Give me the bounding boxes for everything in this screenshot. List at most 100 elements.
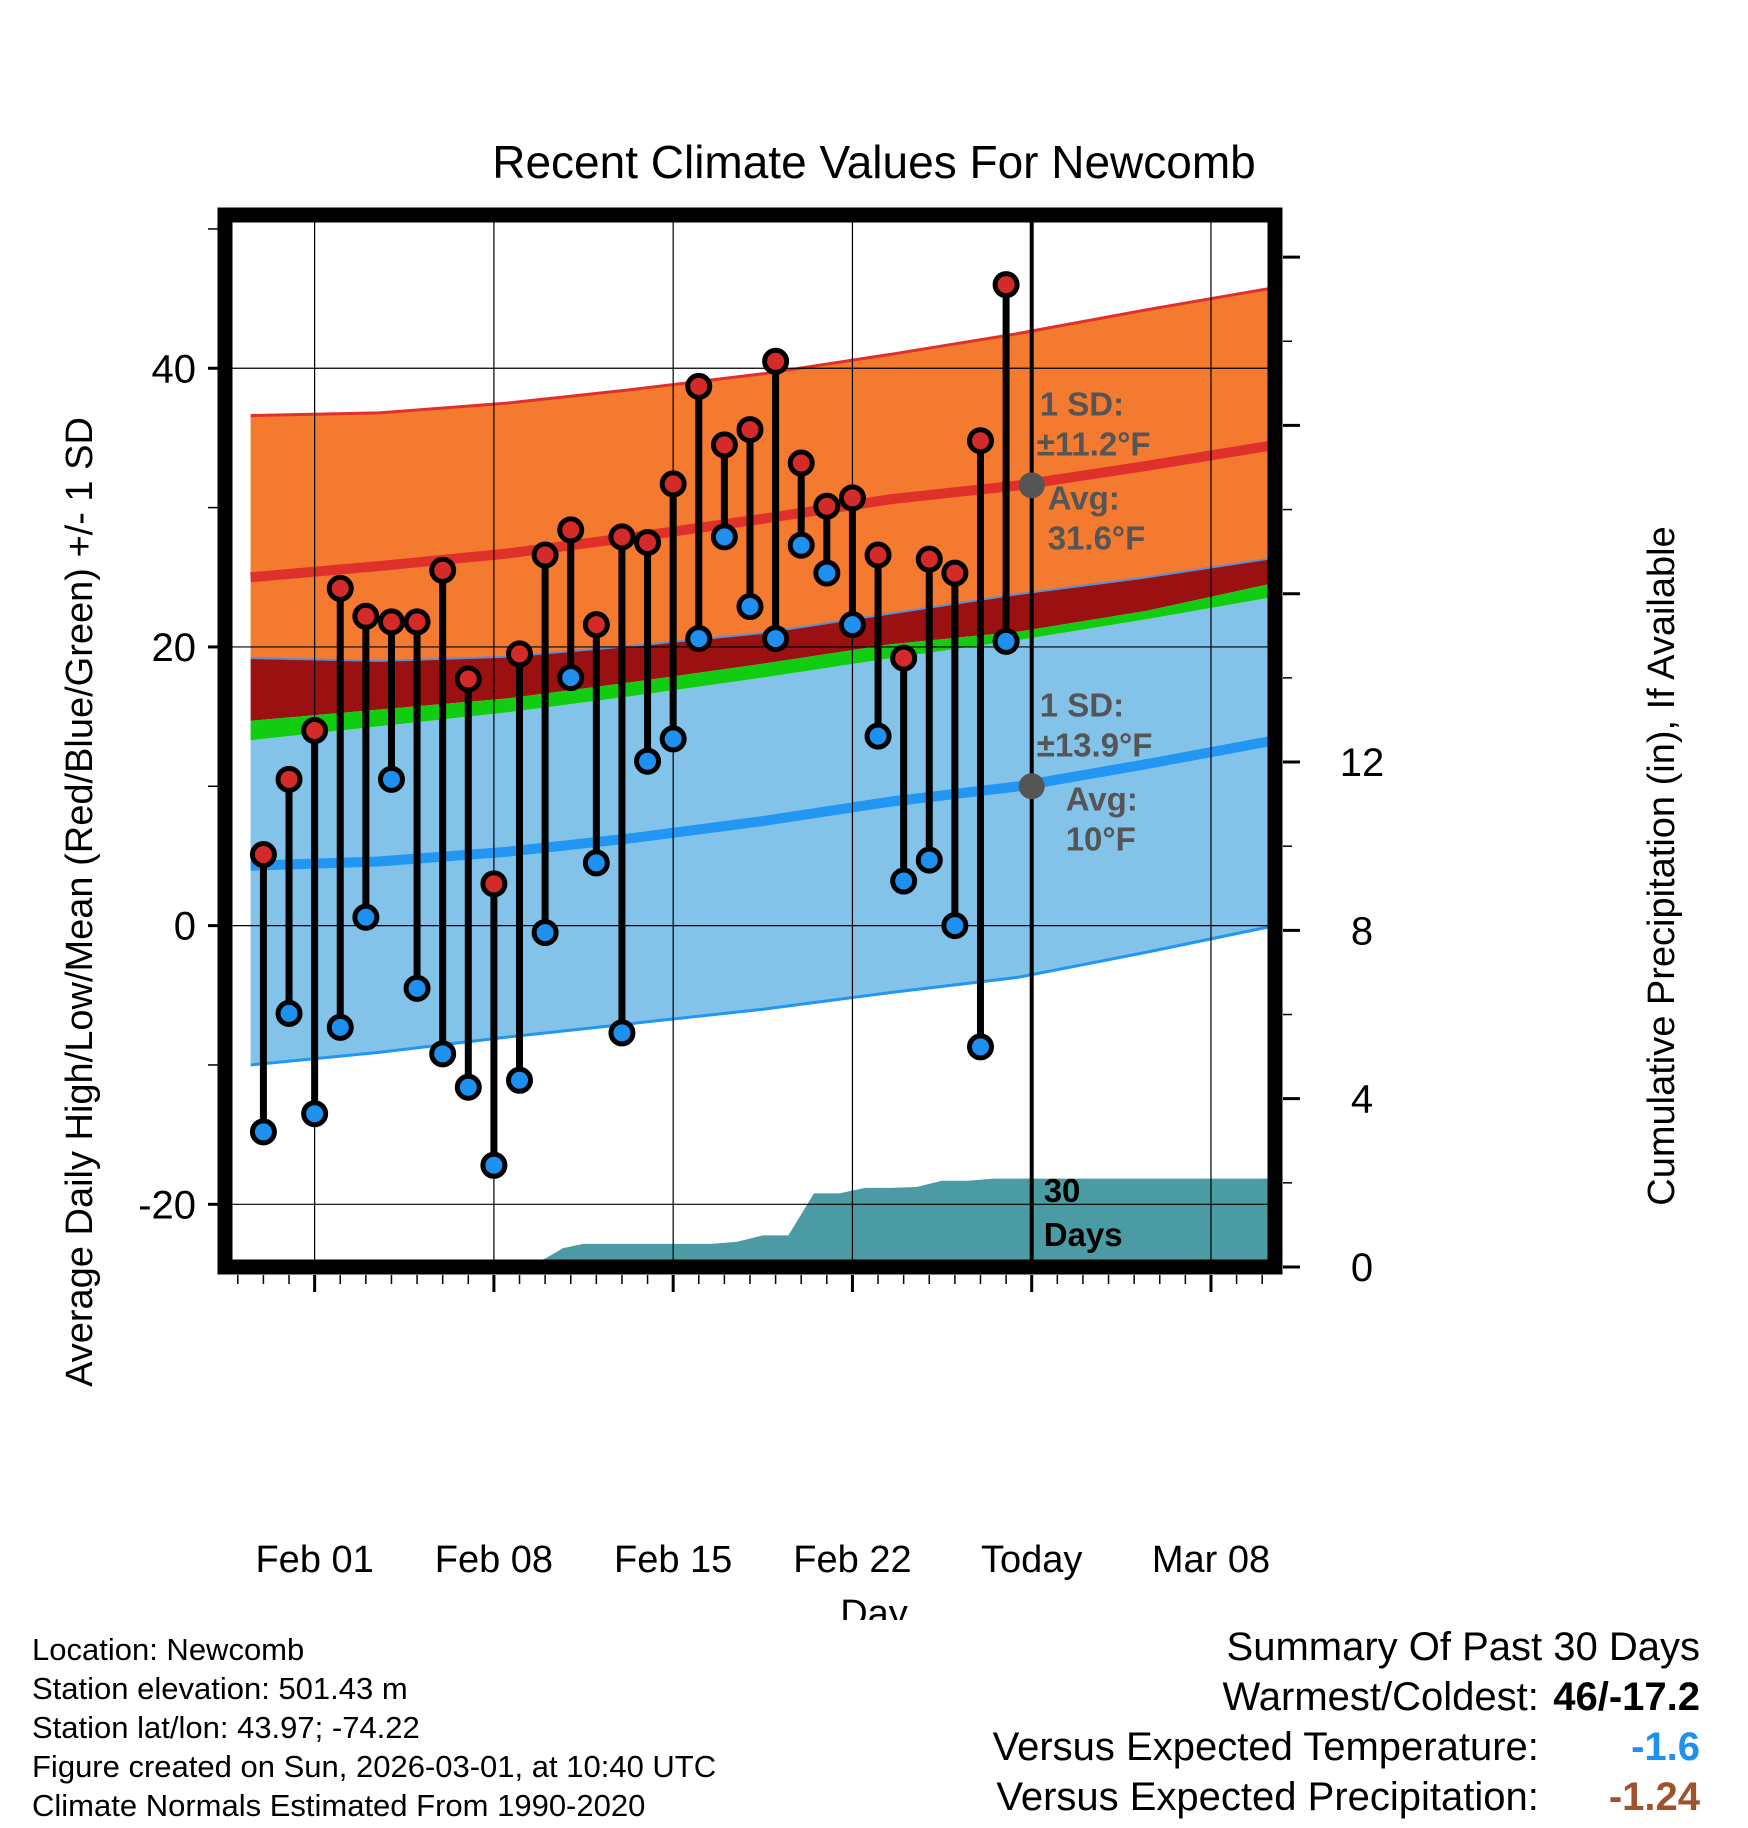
warm-cold-label: Warmest/Coldest: — [1222, 1675, 1539, 1719]
x-tick-label: Feb 08 — [435, 1539, 553, 1581]
precip-anomaly-value: -1.24 — [1608, 1775, 1700, 1819]
y2-tick-label: 8 — [1351, 909, 1373, 953]
temp-anomaly-value: -1.6 — [1631, 1725, 1700, 1769]
low-avg-value: 10°F — [1066, 820, 1136, 857]
high-avg-point — [1018, 472, 1045, 499]
obs-high-point — [352, 602, 380, 630]
obs-low-point — [301, 1100, 329, 1128]
low-band-lower-edge — [250, 925, 1268, 1067]
obs-low-point — [966, 1033, 994, 1061]
obs-high-point — [506, 640, 534, 668]
high-sd-label: 1 SD: — [1040, 385, 1124, 422]
obs-high-point — [966, 427, 994, 455]
summary-panel: Summary Of Past 30 Days Warmest/Coldest:… — [993, 1622, 1700, 1822]
precip-anomaly-label: Versus Expected Precipitation: — [996, 1775, 1539, 1819]
temp-anomaly-label: Versus Expected Temperature: — [992, 1725, 1539, 1769]
obs-low-point — [506, 1066, 534, 1094]
obs-low-point — [531, 919, 559, 947]
mean-overlap-band — [250, 558, 1268, 721]
obs-low-point — [377, 765, 405, 793]
y-tick-label: -20 — [138, 1183, 196, 1227]
obs-low-point — [864, 722, 892, 750]
obs-high-point — [249, 841, 277, 869]
obs-high-point — [659, 470, 687, 498]
x-tick-label: Mar 08 — [1152, 1539, 1270, 1581]
y-tick-label: 20 — [152, 626, 197, 670]
obs-high-point — [838, 484, 866, 512]
obs-low-point — [838, 611, 866, 639]
obs-high-point — [813, 492, 841, 520]
obs-low-point — [557, 664, 585, 692]
latlon-text: Station lat/lon: 43.97; -74.22 — [32, 1710, 420, 1745]
mean-green-band — [250, 584, 1268, 741]
climate-chart: Recent Climate Values For Newcomb 1 SD:±… — [59, 136, 1683, 1620]
obs-high-point — [480, 870, 508, 898]
obs-high-point — [531, 541, 559, 569]
x-tick-label: Today — [981, 1539, 1082, 1581]
obs-low-point — [429, 1040, 457, 1068]
plot-frame — [217, 207, 1283, 1275]
obs-high-point — [685, 372, 713, 400]
obs-low-point — [659, 725, 687, 753]
obs-high-point — [890, 644, 918, 672]
obs-high-point — [787, 449, 815, 477]
obs-low-point — [249, 1118, 277, 1146]
created-text: Figure created on Sun, 2026-03-01, at 10… — [32, 1749, 717, 1784]
obs-high-point — [301, 717, 329, 745]
obs-high-point — [403, 608, 431, 636]
obs-low-point — [403, 974, 431, 1002]
obs-high-point — [454, 665, 482, 693]
obs-high-point — [762, 347, 790, 375]
high-sd-value: ±11.2°F — [1037, 425, 1151, 462]
obs-high-point — [864, 541, 892, 569]
obs-low-point — [582, 849, 610, 877]
x-tick-label: Feb 22 — [793, 1539, 911, 1581]
y-axis-label: Average Daily High/Low/Mean (Red/Blue/Gr… — [59, 417, 101, 1387]
y2-tick-label: 0 — [1351, 1246, 1373, 1290]
low-avg-point — [1018, 773, 1045, 800]
obs-low-point — [608, 1019, 636, 1047]
obs-high-point — [941, 559, 969, 587]
obs-low-point — [352, 903, 380, 931]
y-tick-label: 40 — [152, 347, 197, 391]
precip-label-days: Days — [1044, 1216, 1123, 1253]
warm-cold-value: 46/-17.2 — [1553, 1675, 1700, 1719]
y2-axis-label: Cumulative Precipitation (in), If Availa… — [1641, 526, 1683, 1205]
precip-area — [540, 1178, 1268, 1260]
obs-low-point — [685, 625, 713, 653]
obs-high-point — [736, 416, 764, 444]
obs-low-point — [941, 912, 969, 940]
obs-high-point — [429, 556, 457, 584]
obs-low-point — [762, 625, 790, 653]
low-sd-band — [250, 598, 1268, 1065]
high-avg-value: 31.6°F — [1048, 519, 1146, 556]
normal-low-line — [250, 736, 1268, 871]
normal-high-line — [250, 440, 1268, 583]
precip-label-30: 30 — [1044, 1172, 1081, 1209]
elevation-text: Station elevation: 501.43 m — [32, 1671, 408, 1706]
obs-high-point — [992, 271, 1020, 299]
obs-low-point — [454, 1073, 482, 1101]
summary-precip-row: Versus Expected Precipitation: -1.24 — [993, 1772, 1700, 1822]
y2-tick-label: 4 — [1351, 1078, 1373, 1122]
obs-low-point — [634, 747, 662, 775]
low-avg-label: Avg: — [1066, 780, 1138, 817]
low-sd-label: 1 SD: — [1040, 686, 1124, 723]
obs-high-point — [557, 516, 585, 544]
obs-high-point — [608, 523, 636, 551]
obs-high-point — [634, 528, 662, 556]
summary-temp-row: Versus Expected Temperature: -1.6 — [993, 1722, 1700, 1772]
obs-low-point — [480, 1151, 508, 1179]
chart-title: Recent Climate Values For Newcomb — [492, 136, 1256, 188]
obs-high-point — [326, 574, 354, 602]
location-text: Location: Newcomb — [32, 1632, 305, 1667]
summary-warm-cold-row: Warmest/Coldest: 46/-17.2 — [993, 1672, 1701, 1722]
obs-low-point — [710, 523, 738, 551]
x-axis-label: Day — [840, 1593, 908, 1620]
high-band-upper-edge — [250, 287, 1268, 418]
low-sd-value: ±13.9°F — [1037, 726, 1153, 763]
x-tick-label: Feb 15 — [614, 1539, 732, 1581]
high-sd-band — [250, 288, 1268, 661]
normals-text: Climate Normals Estimated From 1990-2020 — [32, 1788, 646, 1823]
high-avg-label: Avg: — [1048, 479, 1120, 516]
